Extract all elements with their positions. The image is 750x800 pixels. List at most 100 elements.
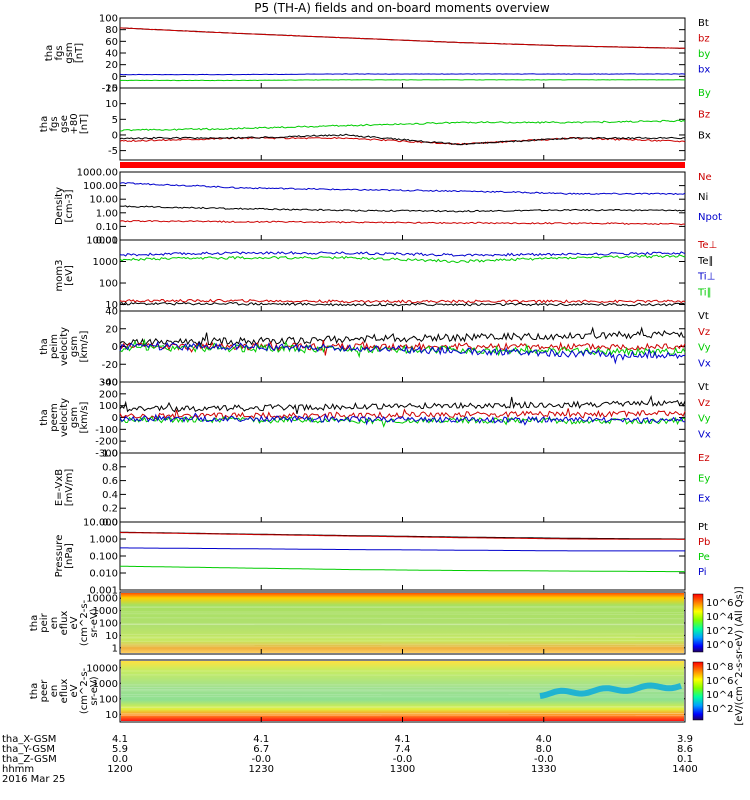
ylabel-line: eV	[69, 684, 80, 697]
ytick-label: 0.2	[102, 504, 118, 515]
spectrogram-band	[120, 636, 685, 639]
colorbar-label: [eV/(cm^2-s-sr-eV) (All Qs)]	[734, 586, 745, 725]
footer-value: 0.0	[112, 754, 128, 765]
series-Pe	[119, 565, 686, 573]
legend-Vt: Vt	[698, 311, 709, 322]
legend-By: By	[698, 88, 711, 99]
legend-Pe: Pe	[698, 552, 710, 563]
spectrogram-band	[120, 617, 685, 620]
ytick-label: 10000	[86, 594, 118, 605]
footer-row-label: tha_X-GSM	[2, 734, 56, 745]
series-Vy	[119, 338, 686, 359]
ylabel-line: [nPa]	[64, 543, 75, 569]
ylabel-line: [cm-3]	[64, 189, 75, 222]
spectrogram-band	[120, 639, 685, 642]
ylabel-line: [nT]	[74, 43, 85, 63]
panel-7: 1.0 0.8 0.6 0.4 0.2 0.0 E=-VxB [mV/m] Ez Ey Ex	[54, 449, 710, 529]
ylabel-line: tha	[29, 683, 40, 699]
footer-value: 1230	[249, 764, 274, 775]
series-Ti∥	[119, 254, 686, 264]
ylabel-line: gsm	[64, 42, 75, 63]
ylabel-line: E=-VxB	[54, 469, 65, 506]
legend-Bz: Bz	[698, 109, 710, 120]
ytick-label: 10	[105, 631, 118, 642]
ylabel-line: tha	[39, 409, 50, 425]
colorbar-tick: 10^2	[706, 626, 733, 637]
ytick-label: -5	[108, 146, 118, 157]
ylabel: Pressure [nPa]	[54, 535, 75, 578]
series-Pb	[119, 532, 685, 540]
footer-value: 6.7	[253, 744, 269, 755]
ylabel-line: fgs	[54, 45, 65, 60]
ylabel-line: sr-eV)	[89, 608, 100, 637]
ytick-label: -20	[102, 360, 118, 371]
series-Vt	[119, 395, 686, 415]
ytick-label: 0	[112, 413, 118, 424]
ytick-label: 5	[112, 115, 118, 126]
spectrogram-feature	[539, 682, 682, 700]
ylabel-line: peer	[39, 679, 50, 703]
ylabel: tha peem velocity gsm [km/s]	[39, 398, 90, 437]
ytick-label: 100.00	[83, 181, 118, 192]
panel-10: 10000 1000 100 10 tha peer en eflux eV (cm^2-s-sr…	[29, 659, 686, 723]
panel-frame	[119, 521, 686, 591]
footer-row-label: tha_Z-GSM	[2, 754, 57, 765]
footer-value: 8.0	[536, 744, 552, 755]
ylabel-line: en	[49, 617, 60, 630]
legend-Te⊥: Te⊥	[697, 240, 717, 251]
figure-title: P5 (TH-A) fields and on-board moments ov…	[254, 1, 550, 15]
footer-value: 1400	[672, 764, 697, 775]
legend-bz: bz	[698, 34, 710, 45]
ytick-label: 10.00	[89, 195, 118, 206]
ylabel: E=-VxB [mV/m]	[54, 469, 75, 507]
series-Vx	[119, 340, 686, 365]
ytick-label: 0	[112, 342, 118, 353]
legend-by: by	[698, 49, 710, 60]
ytick-label: 1000	[93, 606, 118, 617]
ylabel-line: (cm^2-s-	[79, 599, 90, 646]
flag-bar	[120, 162, 685, 168]
legend-Bx: Bx	[698, 131, 711, 142]
footer-value: 3.9	[677, 734, 693, 745]
panel-frame	[119, 452, 686, 523]
ytick-label: 0.10	[96, 222, 118, 233]
legend-Ez: Ez	[698, 453, 710, 464]
ytick-label: -40	[102, 378, 118, 389]
spectrogram-band	[120, 606, 685, 609]
ylabel-line: tha	[39, 338, 50, 354]
colorbar-tick: 10^2	[706, 704, 733, 715]
legend-Ne: Ne	[698, 172, 712, 183]
ylabel-line: +80	[69, 113, 80, 134]
ylabel-line: gse	[59, 115, 70, 133]
ylabel-line: peim	[49, 334, 60, 359]
ytick-label: 0.100	[89, 552, 118, 563]
ylabel-line: mom3	[54, 260, 65, 292]
ytick-label: 0.010	[89, 569, 118, 580]
ytick-label: 0.4	[102, 490, 118, 501]
legend-Bt: Bt	[698, 18, 709, 29]
series-Vx	[119, 412, 686, 426]
series-Pt	[119, 531, 685, 540]
spectrogram	[121, 593, 684, 653]
ytick-label: -100	[95, 425, 118, 436]
legend-Npot: Npot	[698, 212, 722, 223]
panel-2: 15 10 5 0 -5 tha fgs gse +80 [nT] By Bz Bx	[39, 84, 711, 161]
ytick-label: 0.01	[96, 236, 118, 247]
ylabel: tha peir en eflux eV (cm^2-s-sr-eV)	[29, 599, 100, 646]
ylabel: tha peim velocity gsm [km/s]	[39, 327, 90, 366]
ytick-label: 0	[112, 72, 118, 83]
series-Pi	[120, 547, 685, 552]
ylabel: Density [cm-3]	[54, 187, 75, 225]
legend-Te∥: Te∥	[697, 256, 714, 267]
ytick-label: 80	[105, 25, 118, 36]
footer-row-label: tha_Y-GSM	[2, 744, 55, 755]
colorbar-top	[692, 593, 704, 653]
ytick-label: 10	[105, 710, 118, 721]
ylabel-line: en	[49, 685, 60, 698]
ytick-label: -300	[95, 449, 118, 460]
legend-Vx: Vx	[698, 358, 711, 369]
series-By	[119, 119, 686, 132]
